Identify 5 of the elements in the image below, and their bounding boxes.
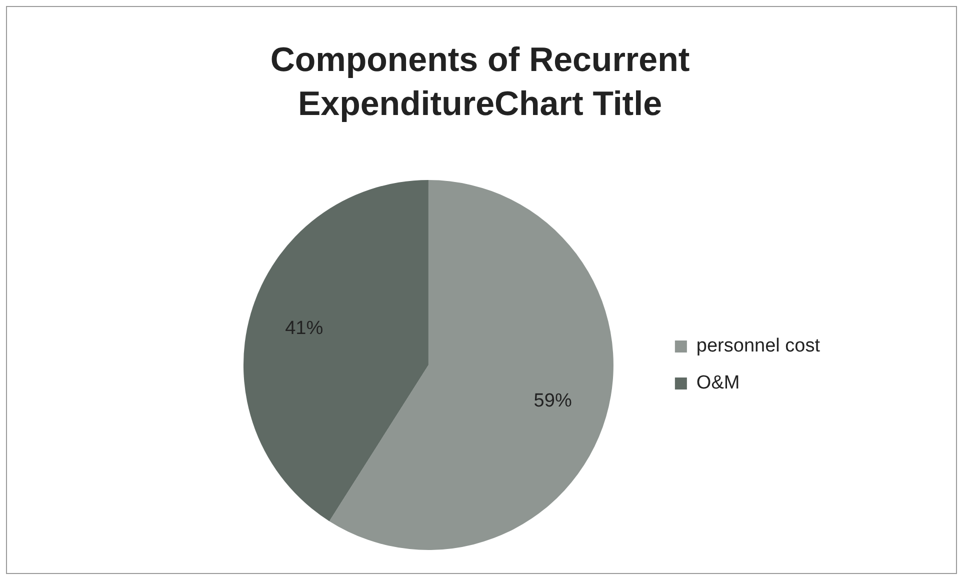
legend-label: O&M (696, 372, 740, 394)
data-label: 41% (285, 318, 324, 340)
data-label: 59% (534, 390, 572, 412)
chart-title: Components of Recurrent ExpenditureChart Title (269, 40, 691, 125)
legend-label: personnel cost (696, 336, 821, 357)
